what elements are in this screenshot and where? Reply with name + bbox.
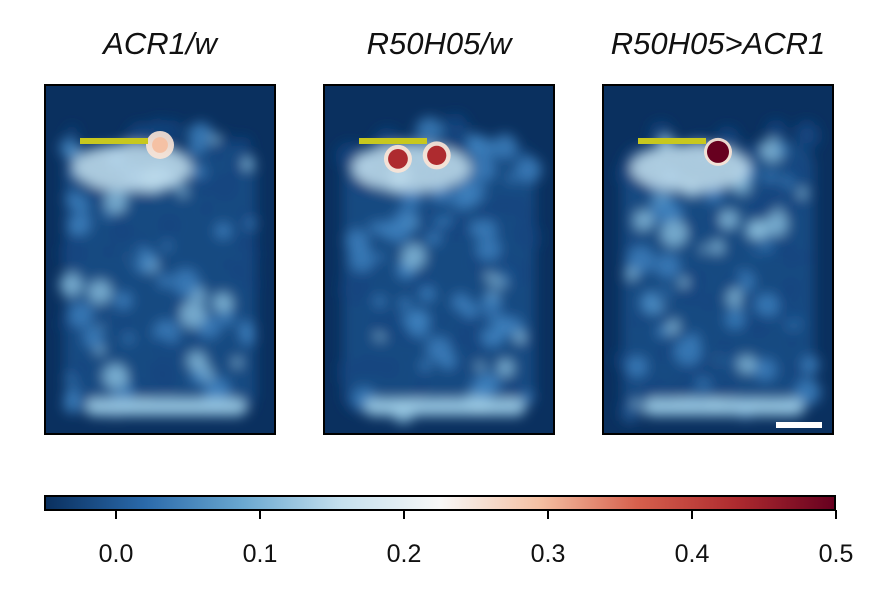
colorbar-tick-label: 0.1 [242,540,278,568]
heatmap-texture [614,119,821,422]
colorbar [44,495,836,511]
marker-line [80,138,148,144]
colorbar-tick [403,510,405,519]
colorbar-tick [115,510,117,519]
heatmap-texture [59,118,259,418]
colorbar-tick [691,510,693,519]
heatmap-panel-acr1 [44,84,276,435]
panel-title-r50h05: R50H05/w [366,26,512,61]
hotspot [152,137,168,153]
colorbar-tick-label: 0.2 [386,540,422,568]
heatmap-panel-r50h05 [323,84,555,435]
hotspot [388,148,408,169]
colorbar-tick-label: 0.0 [98,540,134,568]
heatmap-svg-r50h05 [325,86,553,433]
colorbar-tick-label: 0.4 [674,540,710,568]
hotspot [707,140,729,163]
colorbar-tick-label: 0.3 [530,540,566,568]
marker-line [638,138,706,144]
colorbar-tick [835,510,837,519]
hotspot [427,145,447,165]
heatmap-svg-acr1 [46,86,274,433]
marker-line [359,138,427,144]
heatmap-svg-r50h05-acr1 [604,86,832,433]
scale-bar [776,422,822,428]
colorbar-tick-label: 0.5 [818,540,854,568]
heatmap-panel-r50h05-acr1 [602,84,834,435]
panel-title-acr1: ACR1/w [103,26,217,61]
colorbar-tick [547,510,549,519]
panel-title-r50h05-acr1: R50H05>ACR1 [610,26,826,61]
colorbar-tick [259,510,261,519]
